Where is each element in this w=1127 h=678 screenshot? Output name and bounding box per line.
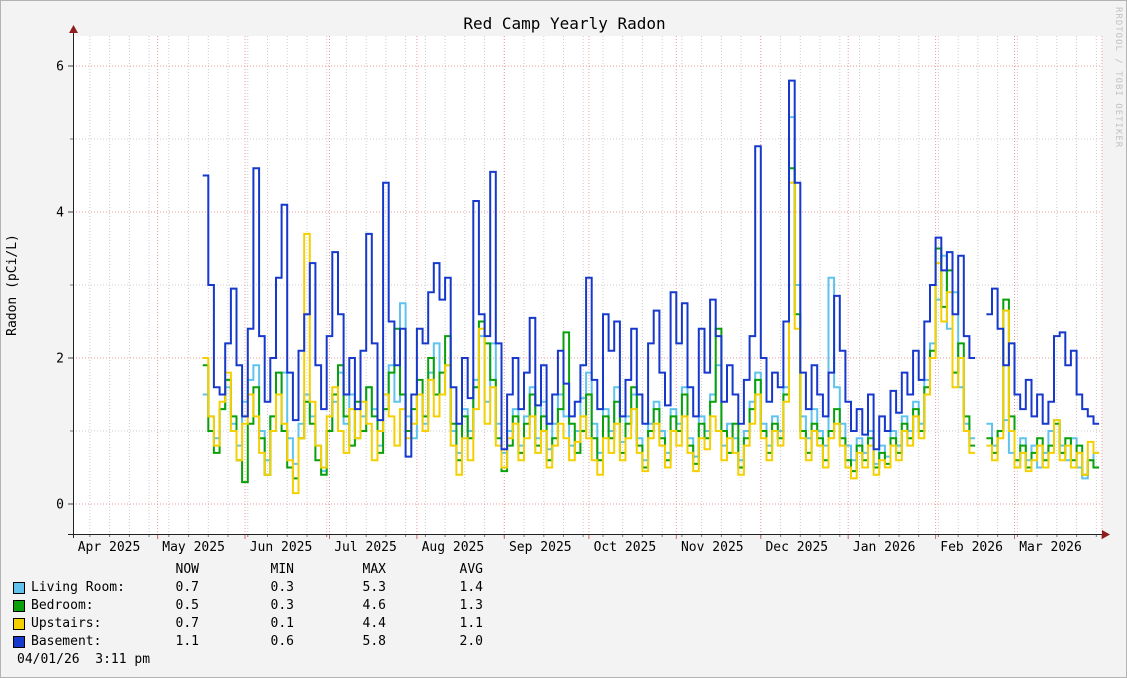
y-axis-arrow (69, 25, 78, 33)
legend-swatch-bedroom (13, 600, 25, 612)
legend-col-avg: AVG (459, 562, 483, 577)
x-month-label: Aug 2025 (422, 540, 485, 555)
legend-swatch-basement (13, 636, 25, 648)
chart-title: Red Camp Yearly Radon (463, 14, 666, 33)
radon-chart: 0 2 4 6 Apr 2025 May 2025 Jun 2025 Jul 2025 Aug … (5, 25, 1110, 555)
legend-swatch-living-room (13, 582, 25, 594)
y-tick-label: 6 (56, 60, 64, 75)
legend-upstairs-now: 0.7 (175, 616, 199, 631)
y-tick-label: 2 (56, 352, 64, 367)
legend-living-room-avg: 1.4 (459, 580, 483, 595)
legend-basement-avg: 2.0 (459, 634, 483, 649)
legend-bedroom-max: 4.6 (362, 598, 386, 613)
legend-upstairs-avg: 1.1 (459, 616, 483, 631)
y-tick-label: 4 (56, 206, 64, 221)
legend-col-max: MAX (362, 562, 386, 577)
rrdtool-watermark: RRDTOOL / TOBI OETIKER (1113, 7, 1123, 149)
legend-label-living-room: Living Room: (31, 580, 125, 595)
legend-bedroom-now: 0.5 (175, 598, 199, 613)
legend-swatch-upstairs (13, 618, 25, 630)
legend-basement-now: 1.1 (175, 634, 199, 649)
legend-bedroom-min: 0.3 (270, 598, 294, 613)
timestamp: 04/01/26 3:11 pm (17, 652, 151, 667)
legend-upstairs-min: 0.1 (270, 616, 294, 631)
legend-upstairs-max: 4.4 (362, 616, 386, 631)
x-month-label: Mar 2026 (1019, 540, 1082, 555)
legend-label-basement: Basement: (31, 634, 102, 649)
x-month-label: Apr 2025 (78, 540, 141, 555)
legend-basement-max: 5.8 (362, 634, 386, 649)
legend-label-upstairs: Upstairs: (31, 616, 102, 631)
x-month-label: Nov 2025 (681, 540, 744, 555)
series-basement (202, 79, 1100, 458)
x-month-label: Jun 2025 (250, 540, 313, 555)
x-month-label: Jan 2026 (853, 540, 916, 555)
legend-living-room-min: 0.3 (270, 580, 294, 595)
legend-living-room-now: 0.7 (175, 580, 199, 595)
x-month-label: Feb 2026 (940, 540, 1003, 555)
x-month-label: May 2025 (162, 540, 225, 555)
x-month-label: Jul 2025 (334, 540, 397, 555)
legend-living-room-max: 5.3 (362, 580, 386, 595)
legend-col-min: MIN (270, 562, 294, 577)
legend-col-now: NOW (175, 562, 199, 577)
x-month-label: Dec 2025 (765, 540, 828, 555)
y-tick-label: 0 (56, 498, 64, 513)
y-axis-title: Radon (pCi/L) (5, 234, 20, 336)
x-month-label: Oct 2025 (594, 540, 657, 555)
legend-basement-min: 0.6 (270, 634, 294, 649)
legend-bedroom-avg: 1.3 (459, 598, 483, 613)
series-upstairs (202, 181, 1100, 495)
legend-label-bedroom: Bedroom: (31, 598, 94, 613)
x-axis-arrow (1102, 530, 1110, 539)
x-month-label: Sep 2025 (509, 540, 572, 555)
